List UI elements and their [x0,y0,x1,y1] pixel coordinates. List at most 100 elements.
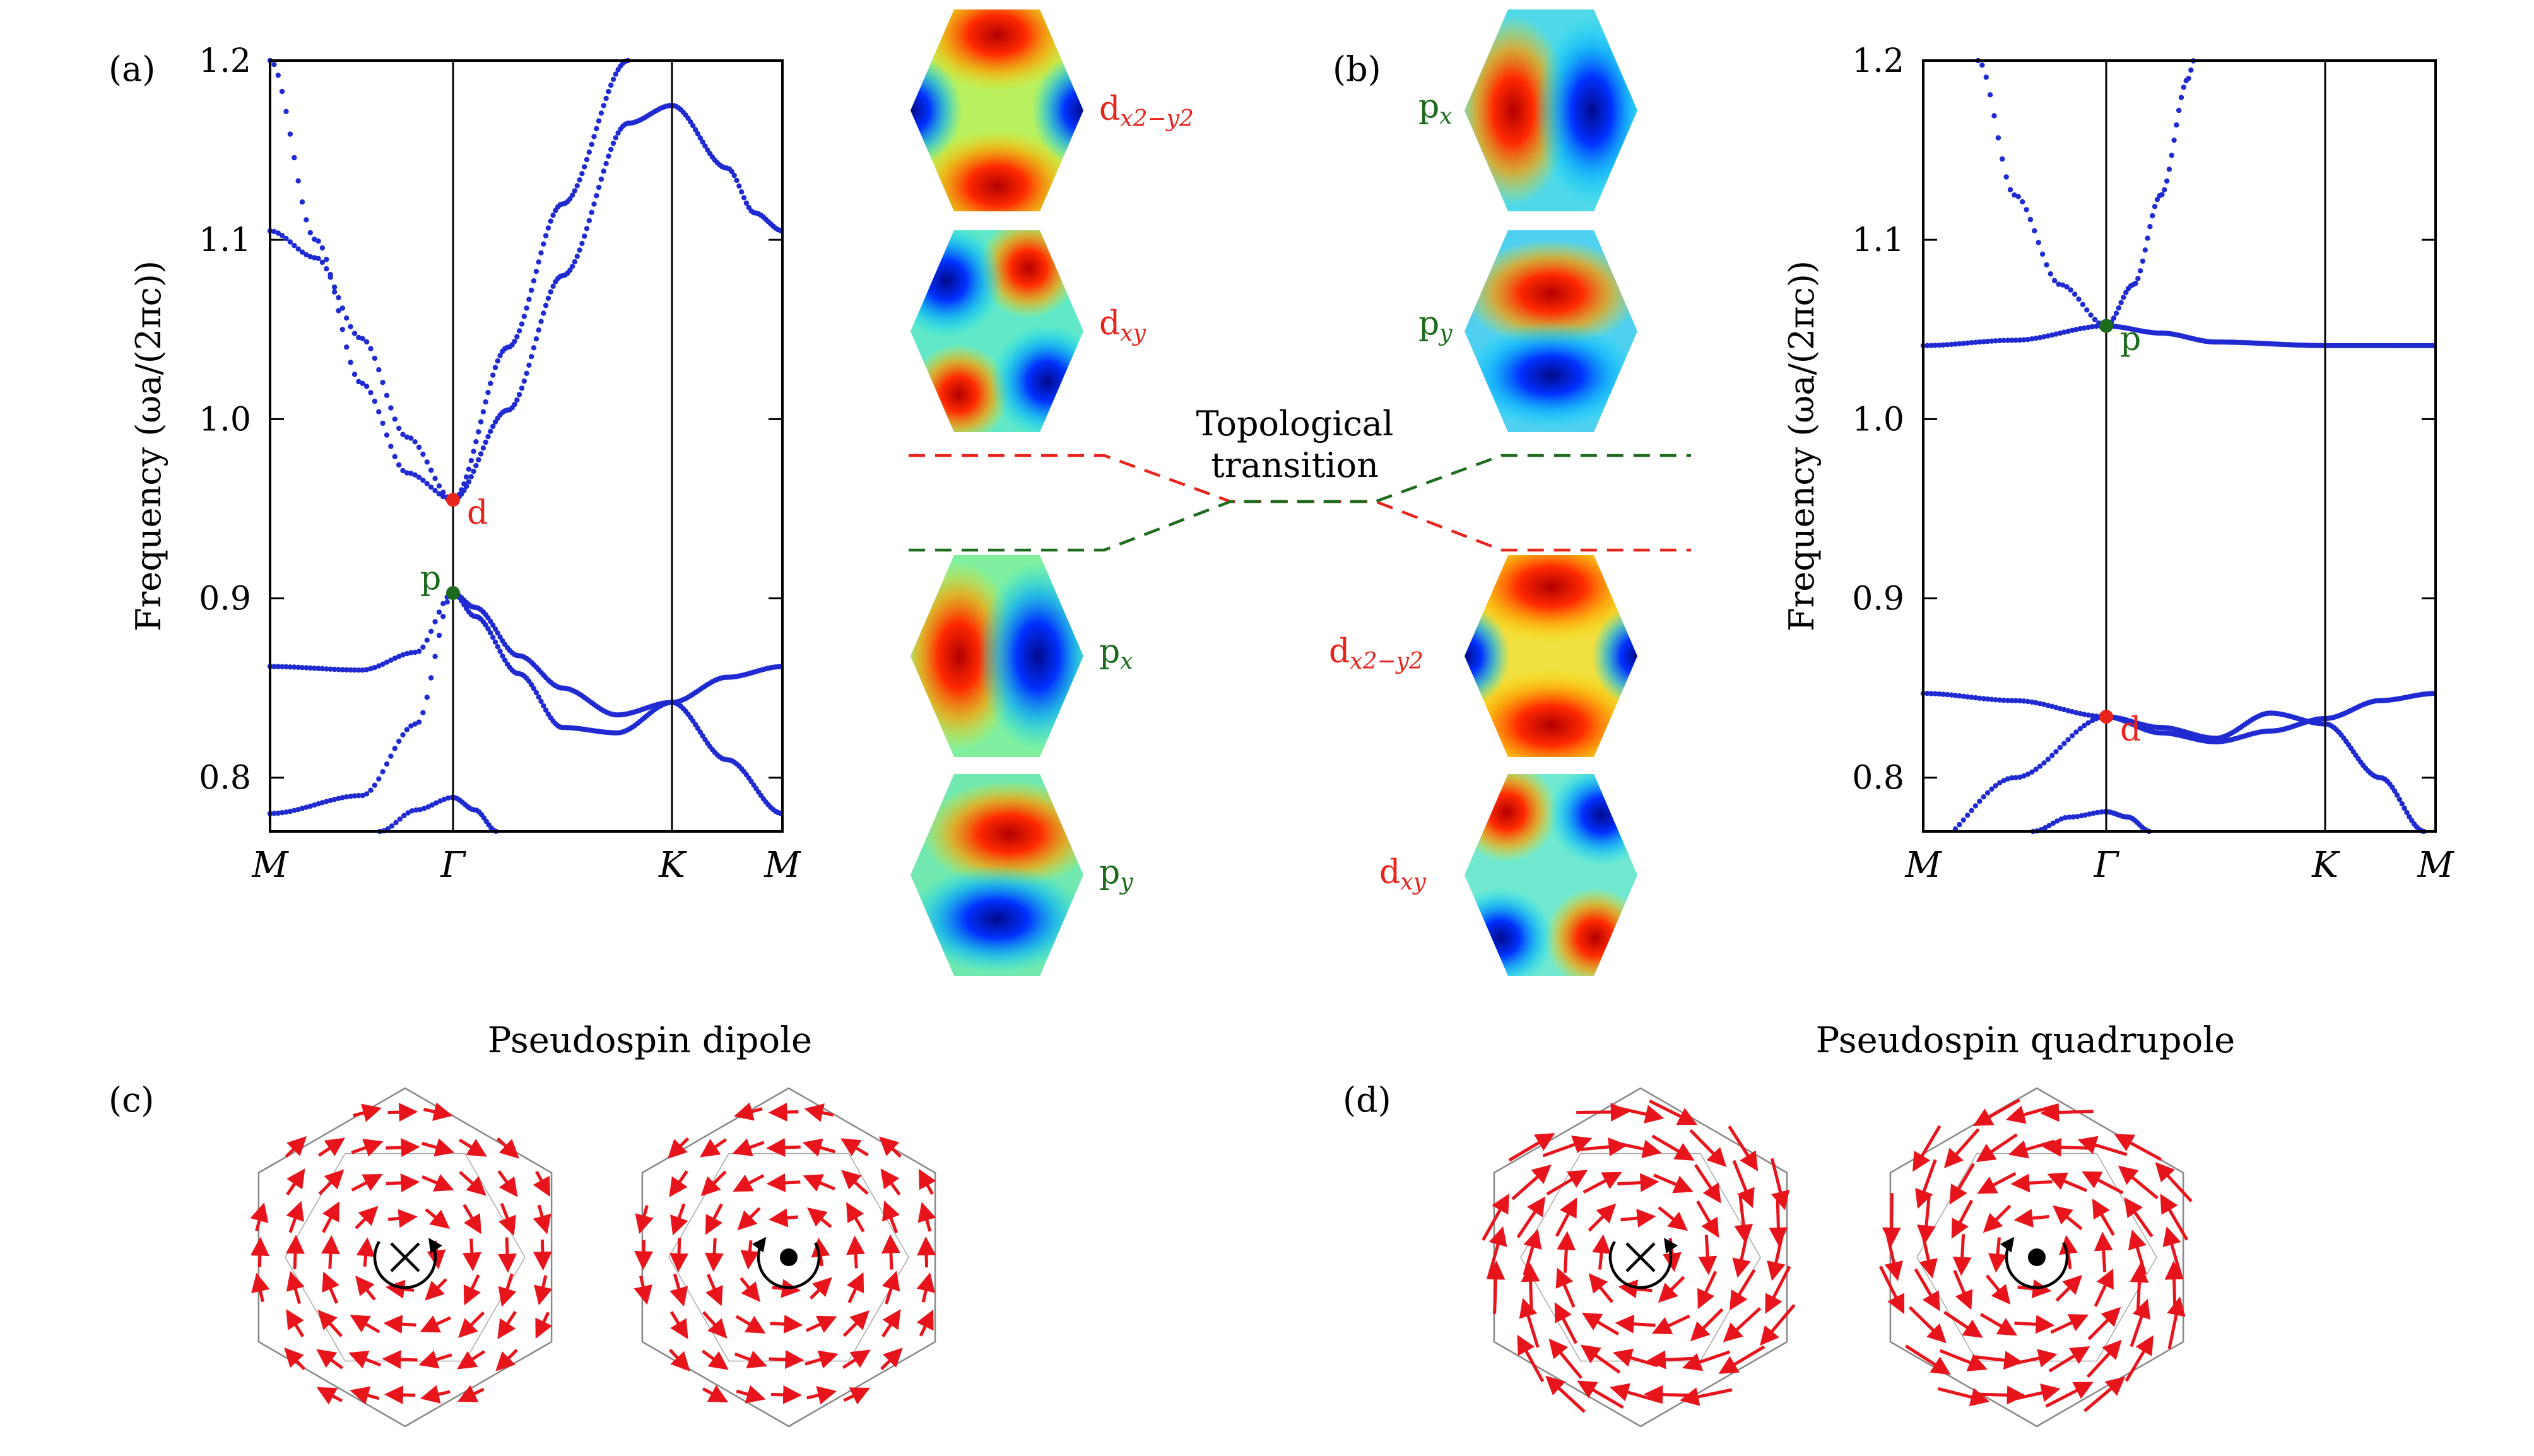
field-arrow [385,1279,415,1299]
band-point [2058,816,2064,822]
band-point [473,439,479,445]
field-arrow [1943,1310,1983,1338]
field-arrow [2059,1235,2078,1269]
band-point [436,609,442,615]
field-arrow [1983,1204,2012,1233]
field-arrow [1953,1270,1973,1310]
band-point [1979,62,1985,68]
band-point [279,88,285,95]
y-tick-label: 1.1 [1852,221,1904,259]
band-point [567,267,573,273]
band-point [2407,814,2412,819]
band-point [283,809,289,815]
field-arrow [534,1275,553,1306]
band-point [2164,178,2170,184]
band-point [2089,324,2095,330]
field-arrow [286,1201,304,1233]
band-point [312,237,317,242]
field-arrow [2011,1349,2058,1368]
band-series-1 [267,57,631,503]
band-point [2001,697,2007,703]
band-point [432,488,438,493]
band-point [512,338,517,344]
field-arrow [351,1173,383,1192]
band-point [2150,213,2155,219]
band-point [500,653,505,659]
band-point [2009,775,2015,781]
field-arrow [1878,1265,1905,1315]
band-point [2029,699,2035,705]
field-arrow [2087,1306,2121,1341]
band-point [1952,341,1959,347]
band-point [2094,324,2099,329]
field-arrow [420,1315,451,1333]
band-point [2082,712,2087,717]
band-point [336,667,341,672]
field-arrow [1658,1276,1685,1303]
field-arrow [700,1138,728,1158]
field-arrow [811,1237,830,1267]
band-point [420,644,426,650]
vector-field-dipole-ccw [634,1087,936,1428]
field-arrow [810,1277,832,1300]
field-arrow [2053,1205,2083,1231]
band-point [2025,698,2031,705]
band-point [287,131,293,137]
band-point [2401,805,2407,811]
band-point [695,131,701,137]
band-point [514,334,520,339]
field-arrow [1943,1128,1980,1168]
band-point [1989,338,1995,344]
band-point [368,390,374,396]
band-point [392,454,398,459]
band-point [492,639,498,645]
field-arrow [842,1349,871,1369]
band-point [380,420,386,426]
band-point [577,177,582,183]
band-point [275,810,281,816]
band-point [550,283,556,289]
y-tick-label: 0.9 [199,580,251,618]
band-point [1957,693,1962,699]
band-point [2392,788,2398,794]
band-point [461,488,467,493]
band-point [384,761,390,767]
band-point [1983,74,1989,80]
field-arrow [847,1272,864,1303]
band-point [2140,258,2146,264]
band-series-2 [267,102,784,503]
band-point [2036,240,2041,245]
field-arrow [1620,1209,1656,1228]
field-arrow [1580,1344,1621,1374]
rotation-arrow-icon [373,1238,443,1289]
marker-label: d [2120,711,2141,749]
mode-label-dx2y2-left: dx2−y2 [1099,90,1194,132]
band-point [2037,763,2043,769]
field-arrow [1937,1387,1990,1407]
band-point [615,130,621,136]
band-point [594,193,599,199]
band-point [275,664,281,669]
band-point [569,192,575,198]
band-point [380,380,386,385]
band-chart-a: 0.8 0.9 1.0 1.1 1.2 M Γ K M Frequency (ωa/(2πc)… [129,42,801,886]
band-point [690,123,696,129]
band-point [2065,737,2071,743]
field-arrow [317,1310,343,1337]
band-point [543,707,549,713]
field-arrow [1548,1338,1583,1379]
band-point [459,598,464,604]
band-point [2070,814,2076,820]
band-point [404,650,410,657]
band-point [533,336,539,342]
band-point [351,372,358,377]
band-point [393,819,399,826]
field-arrow [2094,1268,2114,1307]
field-arrow [1614,1139,1662,1158]
band-point [490,423,496,430]
band-point [2013,338,2018,343]
band-point [603,161,609,167]
band-point [2394,792,2400,798]
band-point [464,474,469,480]
